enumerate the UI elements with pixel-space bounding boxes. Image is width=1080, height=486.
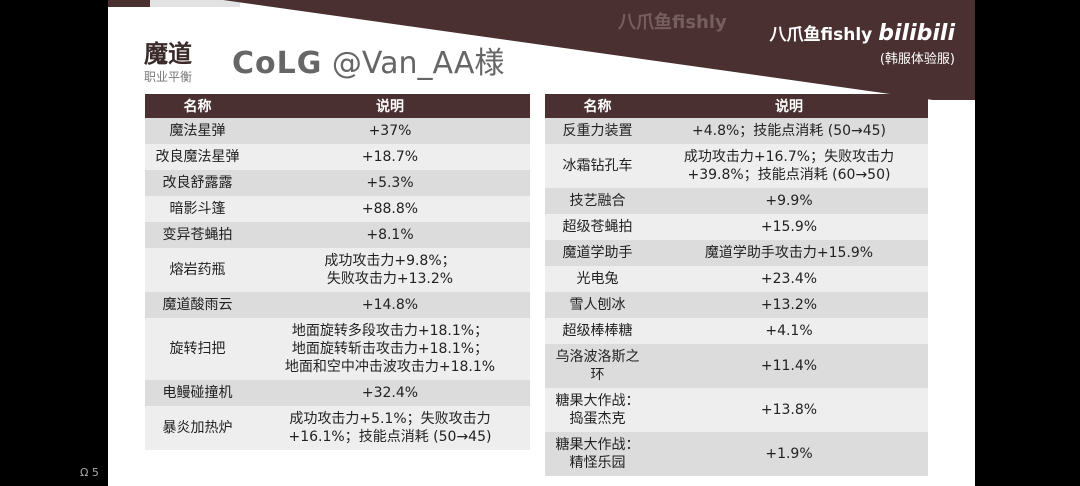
brand: 八爪鱼fishly bilibili (韩服体验服) [770, 20, 955, 67]
author-handle: @Van_AA様 [331, 46, 505, 81]
table-row: 技艺融合 +9.9% [545, 188, 928, 214]
server-label: (韩服体验服) [879, 52, 955, 67]
skill-change: +88.8% [361, 201, 419, 217]
bilibili-logo: bilibili [878, 21, 955, 46]
colg-logo: CoLG [232, 46, 323, 81]
page-subtitle: 职业平衡 [144, 70, 193, 84]
skill-name: 魔道学助手 [562, 245, 633, 261]
table-row: 熔岩药瓶 成功攻击力+9.8%； 失败攻击力+13.2% [145, 248, 530, 292]
table-row: 光电兔 +23.4% [545, 266, 928, 292]
skill-name: 改良魔法星弹 [155, 149, 240, 165]
skill-change: +18.7% [361, 149, 419, 165]
skill-name: 糖果大作战： 精怪乐园 [555, 437, 640, 471]
table-row: 糖果大作战： 捣蛋杰克 +13.8% [545, 388, 928, 432]
headset-icon: Ω [80, 466, 89, 479]
colg-watermark: CoLG @Van_AA様 [232, 38, 504, 82]
skill-name: 超级苍蝇拍 [562, 219, 633, 235]
table-row: 电鳗碰撞机 +32.4% [145, 380, 530, 406]
skill-name: 魔法星弹 [169, 123, 226, 139]
table-row: 雪人刨冰 +13.2% [545, 292, 928, 318]
corner-count: 5 [91, 466, 99, 479]
skill-change: 成功攻击力+5.1%；失败攻击力 +16.1%；技能点消耗 (50→45) [288, 411, 492, 445]
table-row: 乌洛波洛斯之环 +11.4% [545, 344, 928, 388]
top-accent-bar [108, 0, 150, 7]
table-row: 糖果大作战： 精怪乐园 +1.9% [545, 432, 928, 476]
skill-change: +13.2% [760, 297, 818, 313]
skill-name: 改良舒露露 [162, 175, 233, 191]
table-row: 超级苍蝇拍 +15.9% [545, 214, 928, 240]
table-row: 魔道酸雨云 +14.8% [145, 292, 530, 318]
brand-name: 八爪鱼fishly [769, 25, 873, 45]
right-balance-table: 名称 说明 反重力装置 +4.8%；技能点消耗 (50→45) 冰霜钻孔车 成功攻击力+… [545, 94, 928, 476]
column-header-name: 名称 [545, 94, 650, 118]
skill-change: +4.8%；技能点消耗 (50→45) [691, 123, 887, 139]
column-header-description: 说明 [250, 94, 530, 118]
skill-change: +32.4% [361, 385, 419, 401]
skill-change: +8.1% [366, 227, 414, 243]
skill-change: +11.4% [760, 358, 818, 374]
skill-name: 冰霜钻孔车 [562, 158, 633, 174]
table-row: 魔法星弹 +37% [145, 118, 530, 144]
skill-name: 魔道酸雨云 [162, 297, 233, 313]
skill-name: 暴炎加热炉 [162, 420, 233, 436]
skill-name: 暗影斗篷 [169, 201, 226, 217]
skill-change: +23.4% [760, 271, 818, 287]
skill-name: 技艺融合 [569, 193, 626, 209]
slide: 八爪鱼fishly bilibili (韩服体验服) 八爪鱼fishly 魔道 职… [108, 0, 975, 486]
skill-change: +1.9% [765, 446, 813, 462]
skill-name: 超级棒棒糖 [562, 323, 633, 339]
table-row: 改良舒露露 +5.3% [145, 170, 530, 196]
skill-name: 光电兔 [576, 271, 619, 287]
table-row: 改良魔法星弹 +18.7% [145, 144, 530, 170]
skill-name: 旋转扫把 [169, 341, 226, 357]
skill-change: +9.9% [765, 193, 813, 209]
skill-name: 乌洛波洛斯之环 [555, 349, 640, 383]
corner-indicator: Ω 5 [80, 466, 99, 479]
skill-change: +37% [368, 123, 412, 139]
table-row: 冰霜钻孔车 成功攻击力+16.7%；失败攻击力 +39.8%；技能点消耗 (60→… [545, 144, 928, 188]
page-title: 魔道 [144, 40, 192, 68]
table-row: 暗影斗篷 +88.8% [145, 196, 530, 222]
table-row: 魔道学助手 魔道学助手攻击力+15.9% [545, 240, 928, 266]
column-header-description: 说明 [650, 94, 928, 118]
skill-name: 糖果大作战： 捣蛋杰克 [555, 393, 640, 427]
skill-change: +4.1% [765, 323, 813, 339]
table-row: 反重力装置 +4.8%；技能点消耗 (50→45) [545, 118, 928, 144]
top-accent-bar-light [150, 0, 240, 7]
table-row: 暴炎加热炉 成功攻击力+5.1%；失败攻击力 +16.1%；技能点消耗 (50→4… [145, 406, 530, 450]
skill-name: 电鳗碰撞机 [162, 385, 233, 401]
skill-change: +15.9% [760, 219, 818, 235]
skill-change: +14.8% [361, 297, 419, 313]
skill-name: 雪人刨冰 [569, 297, 626, 313]
skill-change: +13.8% [760, 402, 818, 418]
skill-change: 成功攻击力+9.8%； 失败攻击力+13.2% [324, 253, 456, 287]
column-header-name: 名称 [145, 94, 250, 118]
skill-change: 地面旋转多段攻击力+18.1%； 地面旋转斩击攻击力+18.1%； 地面和空中冲… [284, 323, 496, 375]
skill-change: 魔道学助手攻击力+15.9% [704, 245, 874, 261]
table-row: 超级棒棒糖 +4.1% [545, 318, 928, 344]
skill-name: 变异苍蝇拍 [162, 227, 233, 243]
skill-change: +5.3% [366, 175, 414, 191]
table-row: 变异苍蝇拍 +8.1% [145, 222, 530, 248]
table-row: 旋转扫把 地面旋转多段攻击力+18.1%； 地面旋转斩击攻击力+18.1%； 地面… [145, 318, 530, 380]
skill-change: 成功攻击力+16.7%；失败攻击力 +39.8%；技能点消耗 (60→50) [683, 149, 895, 183]
skill-name: 熔岩药瓶 [169, 262, 226, 278]
left-balance-table: 名称 说明 魔法星弹 +37% 改良魔法星弹 +18.7% 改良舒露露 +5.3% 暗影斗篷 +… [145, 94, 530, 450]
skill-name: 反重力装置 [562, 123, 633, 139]
